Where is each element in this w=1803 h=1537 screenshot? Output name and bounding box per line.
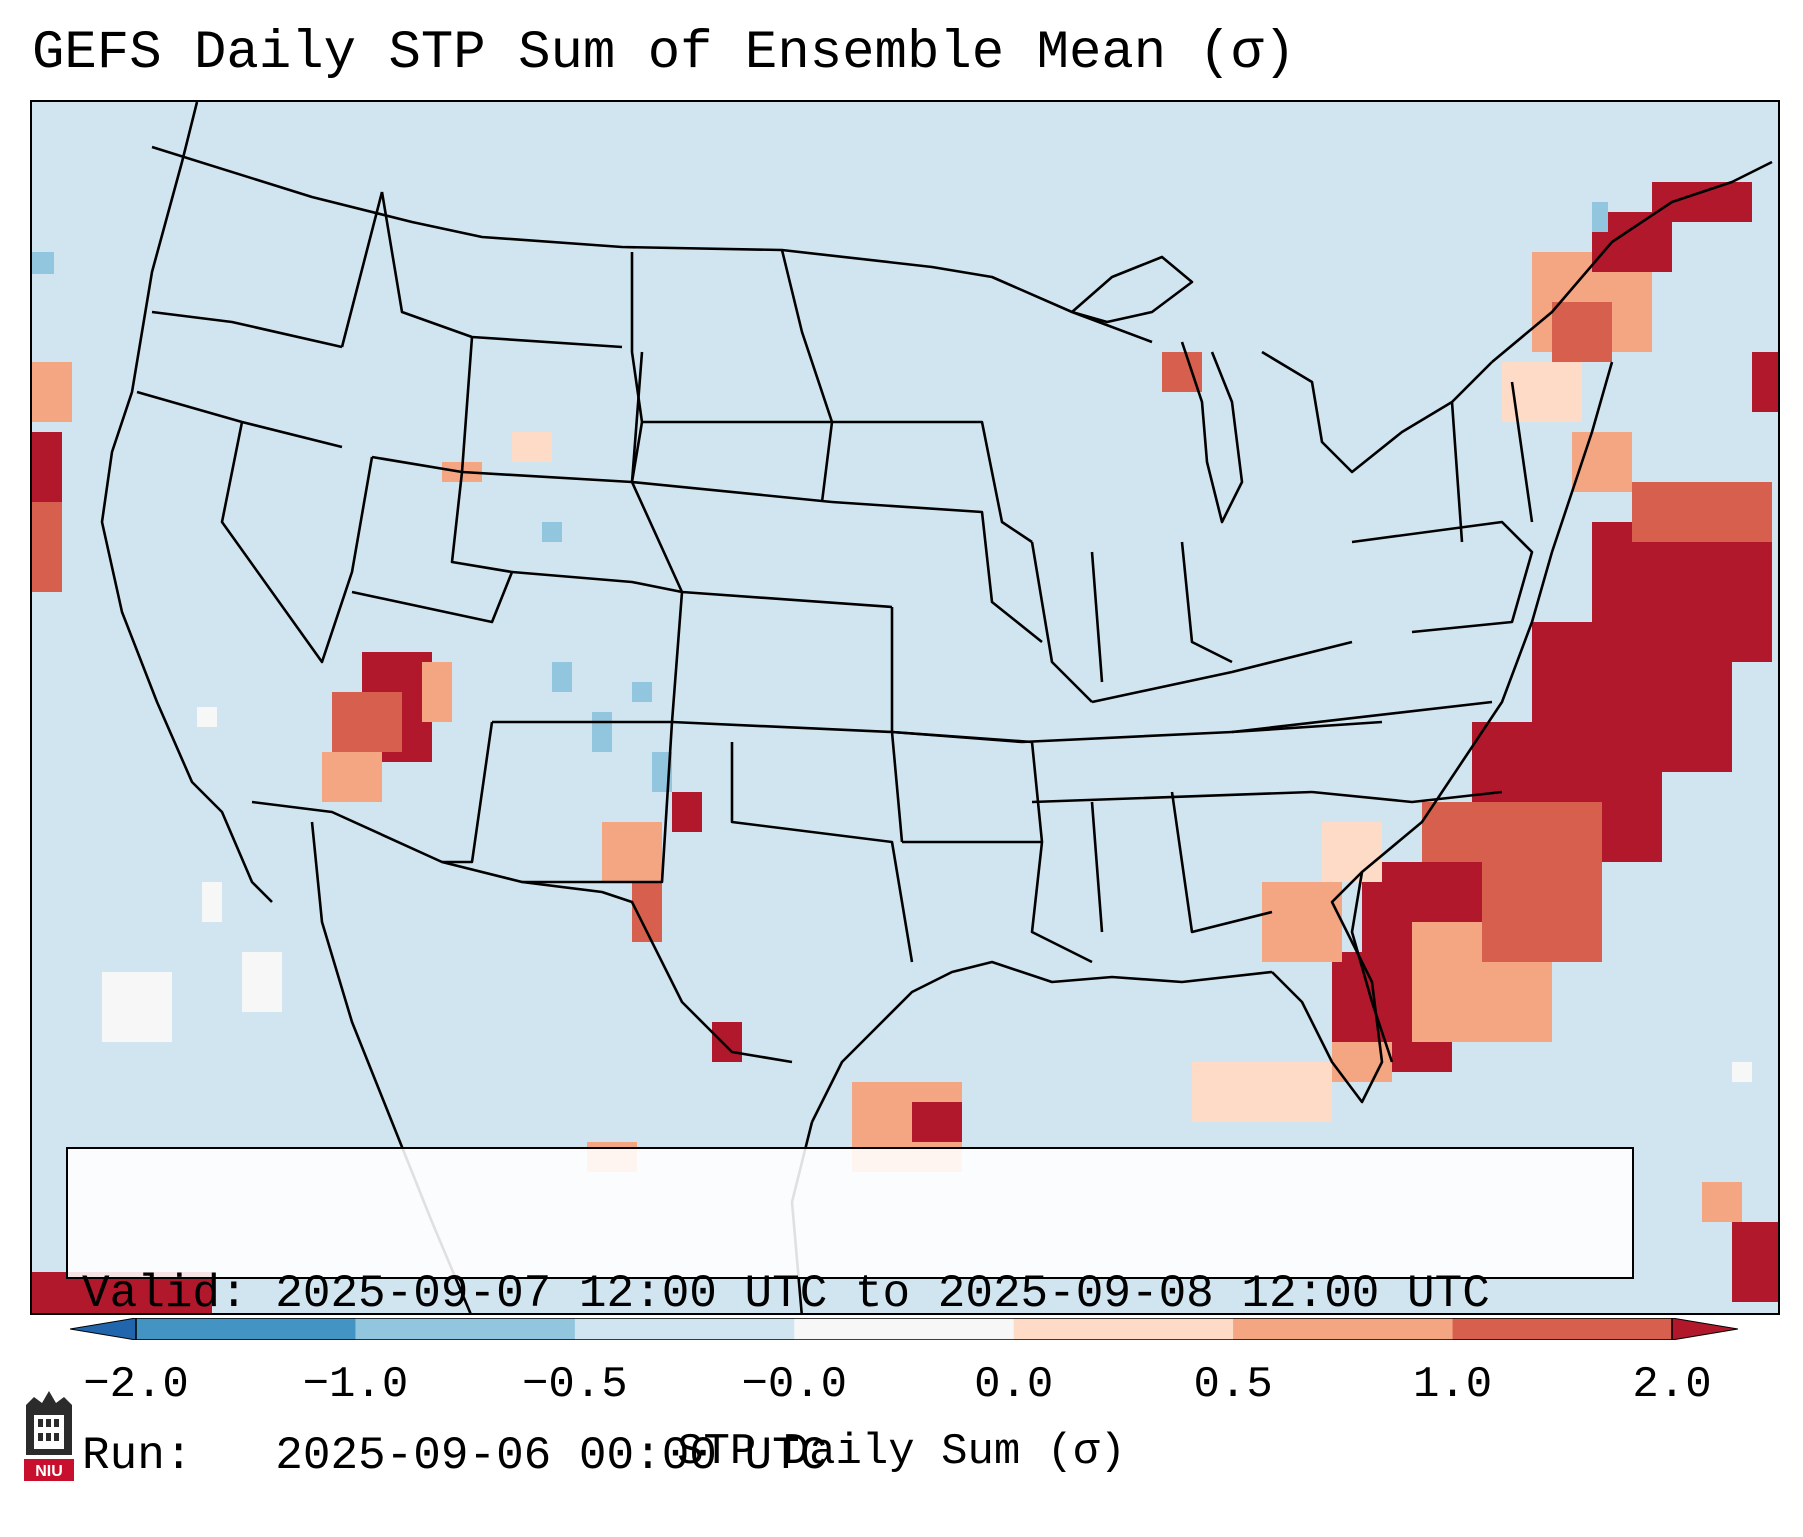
- stp-negative-cell: [542, 522, 562, 542]
- stp-anomaly-cell: [322, 752, 382, 802]
- colorbar-tick-label: 1.0: [1412, 1360, 1493, 1410]
- colorbar-tick-label: 0.0: [974, 1360, 1054, 1410]
- northeast-coast: [1491, 160, 1773, 363]
- great-lakes-huron-erie: [1261, 350, 1493, 474]
- colorbar-tick-label: 2.0: [1632, 1360, 1712, 1410]
- stp-anomaly-cell: [1632, 482, 1772, 542]
- colorbar-bin: [1233, 1318, 1454, 1340]
- map-canvas: [32, 102, 1778, 1313]
- stp-negative-cell: [32, 252, 54, 274]
- stp-negative-cell: [1592, 202, 1608, 232]
- colorbar-tick-label: −0.0: [741, 1360, 848, 1410]
- stp-anomaly-cell: [672, 792, 702, 832]
- stp-anomaly-cell: [32, 502, 62, 592]
- ut-border: [351, 455, 514, 624]
- us-canada-border: [151, 145, 1153, 344]
- colorbar-bin: [355, 1318, 576, 1340]
- map-panel: [30, 100, 1780, 1315]
- stp-anomaly-cell: [1652, 182, 1752, 222]
- colorbar-over-extension: [1671, 1318, 1738, 1340]
- stp-anomaly-cell: [602, 822, 662, 882]
- run-time-text: Run: 2025-09-06 00:00 UTC: [82, 1430, 828, 1482]
- state-borders: [100, 102, 1773, 1313]
- stp-neutral-cell: [1732, 1062, 1752, 1082]
- va-nc-sc: [1231, 700, 1503, 804]
- stp-anomaly-cell: [1482, 862, 1602, 962]
- stp-anomaly-cell: [1702, 1182, 1742, 1222]
- gulf-coast: [810, 960, 1273, 1123]
- stp-anomaly-field: [32, 182, 1778, 1313]
- stp-anomaly-cell: [912, 1102, 962, 1142]
- stp-neutral-cell: [242, 952, 282, 1012]
- us-mexico-border: [251, 800, 793, 1064]
- stp-neutral-cell: [202, 882, 222, 922]
- colorbar-tick-label: −1.0: [302, 1360, 409, 1410]
- wy-box: [460, 336, 644, 484]
- mt-wy-border: [380, 191, 623, 349]
- il-in-oh: [1030, 541, 1233, 703]
- nv-border: [220, 421, 374, 664]
- stp-negative-cell: [592, 712, 612, 752]
- stp-anomaly-cell: [512, 432, 552, 462]
- stp-anomaly-cell: [1322, 822, 1382, 882]
- great-lakes-superior: [1071, 255, 1194, 324]
- west-coast: [100, 102, 273, 903]
- colorbar-bin: [1013, 1318, 1234, 1340]
- valid-time-text: Valid: 2025-09-07 12:00 UTC to 2025-09-0…: [82, 1268, 1490, 1320]
- great-lakes-michigan: [1180, 341, 1244, 524]
- niu-logo-text: NIU: [35, 1463, 63, 1480]
- stp-anomaly-cell: [1192, 1062, 1332, 1122]
- id-east-border: [340, 191, 384, 348]
- stp-anomaly-cell: [1732, 1222, 1778, 1302]
- stp-neutral-cell: [197, 707, 217, 727]
- colorbar-bin: [574, 1318, 795, 1340]
- colorbar-tick-label: −0.5: [522, 1360, 628, 1410]
- colorbar-tick-label: −2.0: [83, 1360, 189, 1410]
- colorbar: [70, 1318, 1738, 1340]
- ok-tx: [671, 720, 914, 963]
- stp-negative-cell: [632, 682, 652, 702]
- atlantic-coast: [1350, 361, 1614, 1063]
- stp-anomaly-cell: [32, 362, 72, 422]
- florida-peninsula: [1271, 871, 1384, 1104]
- stp-anomaly-cell: [1552, 302, 1612, 362]
- ne-states: [1351, 381, 1534, 634]
- colorbar-label: STP Daily Sum (σ): [677, 1427, 1126, 1477]
- chart-title: GEFS Daily STP Sum of Ensemble Mean (σ): [32, 23, 1296, 84]
- stp-anomaly-cell: [712, 1022, 742, 1062]
- stp-anomaly-cell: [332, 692, 402, 752]
- stp-anomaly-cell: [1262, 882, 1342, 962]
- ar-la-ms: [891, 730, 1093, 964]
- colorbar-bin: [794, 1318, 1015, 1340]
- nd-sd-ne-ks: [630, 249, 893, 609]
- validity-box: Valid: 2025-09-07 12:00 UTC to 2025-09-0…: [66, 1147, 1634, 1482]
- colorbar-bin: [136, 1318, 356, 1340]
- al-ga: [1090, 791, 1273, 934]
- stp-anomaly-cell: [1752, 352, 1778, 412]
- colorbar-under-extension: [70, 1318, 137, 1340]
- wa-or-border: [151, 310, 343, 349]
- mn-ia-mo: [831, 420, 1043, 744]
- stp-anomaly-cell: [422, 662, 452, 722]
- colorbar-bin: [1452, 1318, 1673, 1340]
- stp-neutral-cell: [102, 972, 172, 1042]
- az-nm: [442, 721, 674, 884]
- co-box: [492, 570, 684, 724]
- stp-negative-cell: [552, 662, 572, 692]
- niu-logo: NIU: [24, 1391, 74, 1481]
- colorbar-tick-label: 0.5: [1193, 1360, 1273, 1410]
